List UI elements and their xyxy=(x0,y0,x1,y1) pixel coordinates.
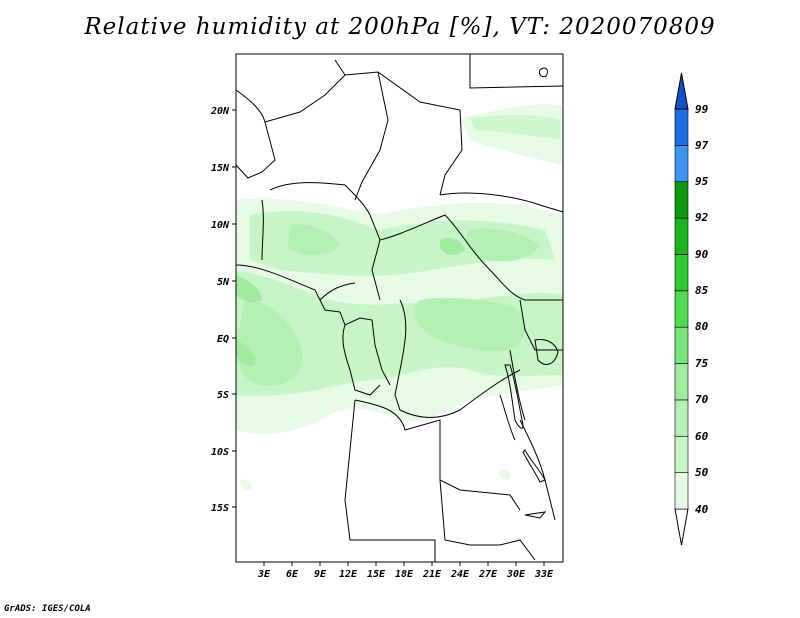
colorbar-label: 90 xyxy=(695,248,709,261)
lat-label: 5N xyxy=(217,277,230,288)
lakes xyxy=(504,67,559,519)
lon-label: 6E xyxy=(286,569,299,580)
lon-label: 18E xyxy=(395,569,414,580)
latitude-axis: 20N 15N 10N 5N EQ 5S 10S 15S xyxy=(210,106,236,514)
colorbar-segment xyxy=(674,217,689,255)
colorbar-label: 70 xyxy=(695,393,709,406)
colorbar-segment xyxy=(674,290,689,328)
colorbar-segment xyxy=(674,363,689,401)
lon-label: 21E xyxy=(422,569,442,580)
lon-label: 3E xyxy=(257,569,271,580)
colorbar-segment xyxy=(674,72,689,110)
colorbar: 99 97 95 92 90 85 80 75 70 60 50 40 xyxy=(674,72,709,546)
colorbar-label: 99 xyxy=(695,103,709,116)
colorbar-segment xyxy=(674,326,689,364)
lat-label: 15S xyxy=(211,503,229,514)
lat-label: EQ xyxy=(217,334,229,345)
colorbar-segment xyxy=(674,145,689,183)
lon-label: 15E xyxy=(367,569,386,580)
chart-title: Relative humidity at 200hPa [%], VT: 202… xyxy=(84,14,716,40)
colorbar-label: 80 xyxy=(695,320,709,333)
colorbar-segment xyxy=(674,435,689,473)
colorbar-label: 40 xyxy=(695,503,709,516)
colorbar-label: 85 xyxy=(695,284,709,297)
colorbar-boxes xyxy=(674,72,689,546)
colorbar-label: 92 xyxy=(695,211,709,224)
lat-label: 10S xyxy=(211,447,229,458)
lon-label: 30E xyxy=(506,569,526,580)
lon-label: 9E xyxy=(314,569,327,580)
grads-credit: GrADS: IGES/COLA xyxy=(4,604,91,614)
colorbar-labels: 99 97 95 92 90 85 80 75 70 60 50 40 xyxy=(695,103,709,516)
colorbar-segment xyxy=(674,399,689,437)
lat-label: 15N xyxy=(211,163,230,174)
longitude-axis: 3E 6E 9E 12E 15E 18E 21E 24E 27E 30E 33E xyxy=(257,562,554,580)
colorbar-label: 50 xyxy=(695,466,709,479)
lon-label: 12E xyxy=(339,569,358,580)
lat-label: 5S xyxy=(217,390,229,401)
colorbar-label: 95 xyxy=(695,175,709,188)
colorbar-segment xyxy=(674,181,689,219)
lon-label: 33E xyxy=(534,569,554,580)
lon-label: 27E xyxy=(478,569,498,580)
country-borders xyxy=(235,54,564,562)
map-frame xyxy=(235,53,564,563)
humidity-field xyxy=(236,104,563,490)
colorbar-label: 75 xyxy=(695,357,709,370)
colorbar-segment xyxy=(674,108,689,146)
colorbar-segment xyxy=(674,508,689,546)
colorbar-segment xyxy=(674,472,689,510)
lon-label: 24E xyxy=(450,569,470,580)
colorbar-label: 60 xyxy=(695,430,709,443)
colorbar-label: 97 xyxy=(695,139,709,152)
lat-label: 10N xyxy=(211,220,230,231)
lat-label: 20N xyxy=(210,106,230,117)
colorbar-segment xyxy=(674,254,689,292)
